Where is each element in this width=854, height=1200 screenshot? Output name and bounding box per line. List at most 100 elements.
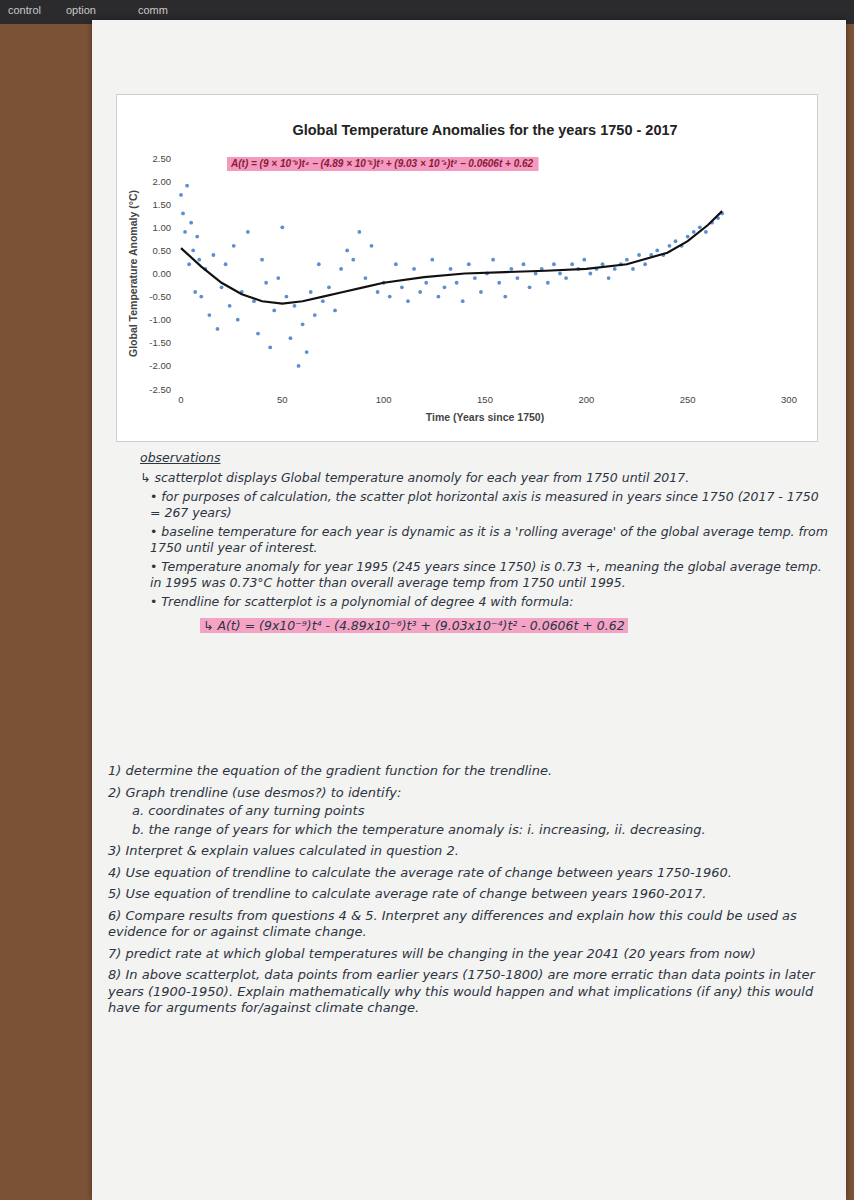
trendline: [181, 211, 722, 303]
data-point: [491, 258, 495, 262]
question: 4) Use equation of trendline to calculat…: [108, 865, 834, 882]
data-point: [351, 258, 355, 262]
y-tick-label: -0.50: [149, 291, 171, 302]
y-tick-label: 1.50: [153, 199, 172, 210]
data-point: [301, 322, 305, 326]
data-point: [412, 267, 416, 271]
formula-row: ↳ A(t) = (9x10⁻⁹)t⁴ - (4.89x10⁻⁶)t³ + (9…: [200, 618, 830, 634]
question: 1) determine the equation of the gradien…: [108, 763, 834, 780]
data-point: [406, 299, 410, 303]
data-point: [313, 313, 317, 317]
data-point: [232, 244, 236, 248]
data-point: [503, 295, 507, 299]
data-point: [588, 272, 592, 276]
data-point: [558, 272, 562, 276]
data-point: [185, 184, 189, 188]
data-point: [256, 332, 260, 336]
note-line: • Temperature anomaly for year 1995 (245…: [150, 559, 830, 590]
data-point: [345, 249, 349, 253]
data-point: [607, 276, 611, 280]
data-point: [179, 193, 183, 197]
y-tick-label: 2.00: [153, 176, 172, 187]
data-point: [509, 267, 513, 271]
data-point: [364, 276, 368, 280]
data-point: [436, 295, 440, 299]
data-point: [546, 281, 550, 285]
data-point: [284, 295, 288, 299]
data-point: [443, 285, 447, 289]
data-point: [424, 281, 428, 285]
note-line: • baseline temperature for each year is …: [150, 524, 830, 555]
data-point: [195, 235, 199, 239]
data-point: [698, 225, 702, 229]
data-point: [197, 258, 201, 262]
data-point: [613, 267, 617, 271]
heading: observations: [140, 450, 830, 466]
data-point: [228, 304, 232, 308]
y-tick-label: 2.50: [153, 153, 172, 164]
observations: observations ↳ scatterplot displays Globa…: [140, 450, 830, 633]
data-point: [497, 281, 501, 285]
question-part: a. coordinates of any turning points: [132, 803, 834, 820]
data-point: [370, 244, 374, 248]
data-point: [260, 258, 264, 262]
data-point: [686, 235, 690, 239]
data-point: [293, 304, 297, 308]
question: 8) In above scatterplot, data points fro…: [108, 967, 834, 1017]
x-tick-label: 300: [781, 394, 797, 405]
note-line: ↳ scatterplot displays Global temperatur…: [140, 470, 830, 486]
data-point: [461, 299, 465, 303]
data-point: [191, 249, 195, 253]
key-label: option: [66, 4, 96, 16]
data-point: [236, 318, 240, 322]
y-tick-label: -2.50: [149, 384, 171, 395]
data-point: [357, 230, 361, 234]
data-point: [516, 276, 520, 280]
data-point: [333, 309, 337, 313]
question: 2) Graph trendline (use desmos?) to iden…: [108, 785, 834, 802]
data-point: [552, 262, 556, 266]
y-tick-label: 0.50: [153, 245, 172, 256]
key-label: comm: [138, 4, 168, 16]
data-point: [643, 262, 647, 266]
question: 5) Use equation of trendline to calculat…: [108, 886, 834, 903]
data-point: [388, 295, 392, 299]
data-point: [276, 276, 280, 280]
data-point: [199, 295, 203, 299]
data-point: [268, 346, 272, 350]
data-point: [212, 253, 216, 257]
data-point: [207, 313, 211, 317]
data-point: [327, 285, 331, 289]
data-point: [280, 225, 284, 229]
data-point: [246, 230, 250, 234]
data-point: [467, 262, 471, 266]
data-point: [289, 336, 293, 340]
y-tick-label: 1.00: [153, 222, 172, 233]
y-tick-label: -1.00: [149, 314, 171, 325]
data-point: [637, 253, 641, 257]
data-point: [376, 290, 380, 294]
data-point: [479, 290, 483, 294]
questions: 1) determine the equation of the gradien…: [108, 758, 834, 1017]
data-point: [317, 262, 321, 266]
data-point: [264, 281, 268, 285]
plot-area: [179, 184, 724, 368]
data-point: [394, 262, 398, 266]
data-point: [297, 364, 301, 368]
data-point: [582, 258, 586, 262]
data-point: [449, 267, 453, 271]
x-tick-label: 0: [178, 394, 183, 405]
x-tick-label: 200: [578, 394, 594, 405]
data-point: [220, 285, 224, 289]
data-point: [704, 230, 708, 234]
data-point: [339, 267, 343, 271]
data-point: [655, 249, 659, 253]
question: 3) Interpret & explain values calculated…: [108, 843, 834, 860]
data-point: [193, 290, 197, 294]
data-point: [187, 262, 191, 266]
data-point: [321, 299, 325, 303]
y-tick-label: 0.00: [153, 268, 172, 279]
data-point: [224, 262, 228, 266]
data-point: [272, 309, 276, 313]
question: 6) Compare results from questions 4 & 5.…: [108, 908, 834, 941]
